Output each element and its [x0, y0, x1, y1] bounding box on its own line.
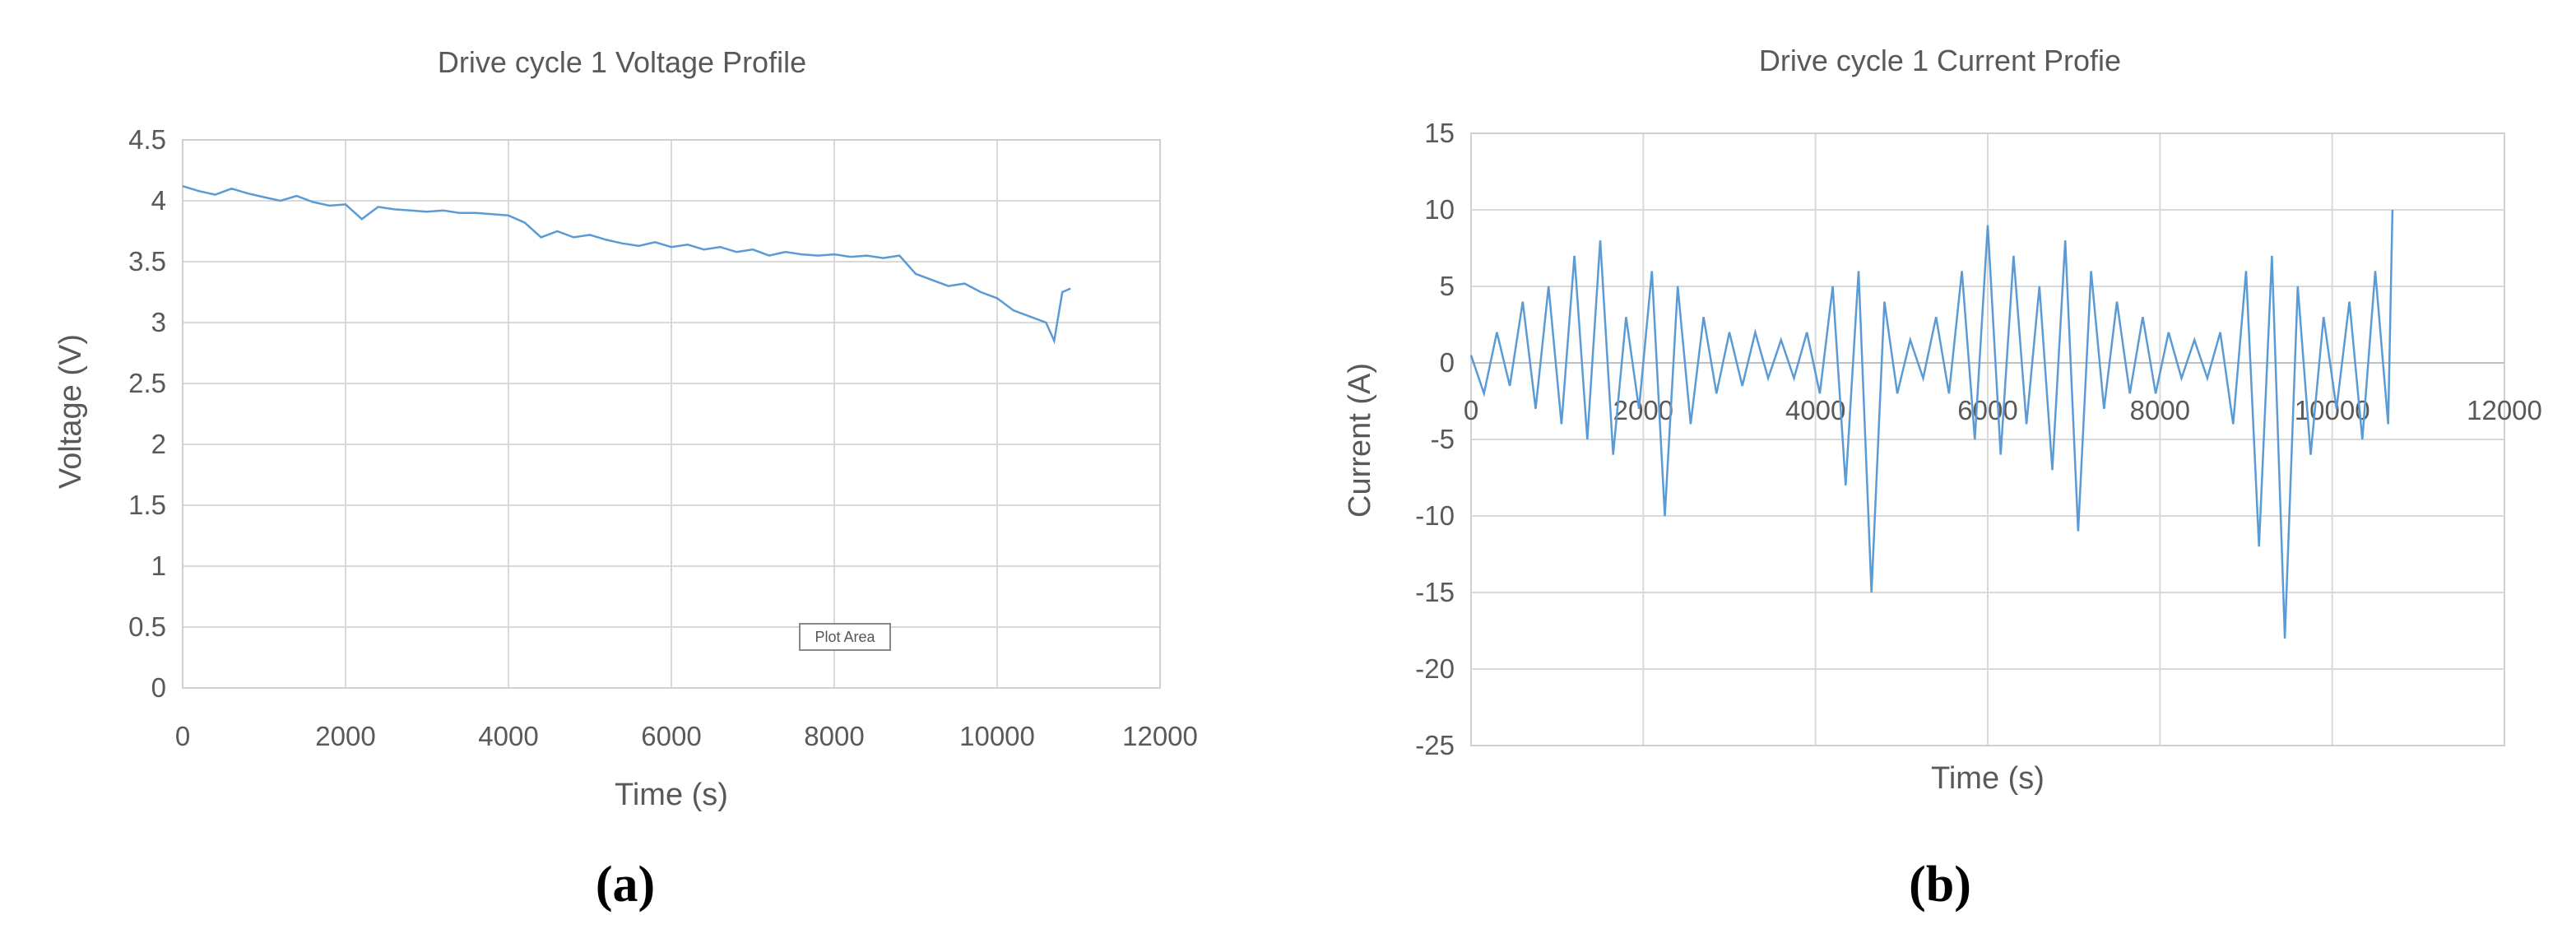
voltage-x-tick-labels: 0 2000 4000 6000 8000 10000 12000: [175, 721, 1198, 751]
current-y-tick-label: 5: [1440, 271, 1455, 301]
voltage-y-tick-label: 0: [151, 672, 166, 703]
voltage-x-tick-label: 10000: [959, 721, 1035, 751]
voltage-chart-gridlines: [182, 139, 1161, 689]
current-y-tick-label: -20: [1415, 653, 1455, 684]
voltage-y-tick-label: 2: [151, 429, 166, 459]
current-y-tick-labels: -25 -20 -15 -10 -5 0 5 10 15: [1415, 118, 1455, 760]
voltage-y-tick-labels: 0 0.5 1 1.5 2 2.5 3 3.5 4 4.5: [128, 124, 166, 703]
voltage-plot-area: [182, 139, 1161, 689]
plot-area-tooltip: Plot Area: [799, 623, 891, 651]
voltage-y-tick-label: 3.5: [128, 246, 166, 276]
panel-label-a: (a): [596, 857, 655, 913]
current-x-tick-label: 2000: [1613, 395, 1673, 425]
voltage-x-tick-label: 2000: [315, 721, 375, 751]
voltage-x-tick-label: 12000: [1122, 721, 1198, 751]
current-x-tick-label: 12000: [2467, 395, 2542, 425]
current-chart: Drive cycle 1 Current Profie -25 -20 -15 -1…: [1343, 44, 2542, 913]
current-y-tick-label: -10: [1415, 500, 1455, 531]
voltage-y-tick-label: 3: [151, 307, 166, 337]
current-y-tick-label: -25: [1415, 730, 1455, 760]
current-y-tick-label: 0: [1440, 347, 1455, 378]
current-chart-title: Drive cycle 1 Current Profie: [1759, 44, 2121, 77]
plot-area-tooltip-text: Plot Area: [815, 629, 875, 645]
voltage-x-tick-label: 8000: [804, 721, 864, 751]
current-plot-area: [1470, 132, 2505, 746]
current-y-axis-title: Current (A): [1343, 363, 1377, 518]
current-x-tick-label: 4000: [1785, 395, 1845, 425]
voltage-x-axis-title: Time (s): [615, 778, 728, 812]
voltage-series-line: [182, 185, 1071, 345]
current-y-tick-label: 15: [1424, 118, 1455, 148]
current-x-tick-label: 8000: [2130, 395, 2190, 425]
voltage-y-tick-label: 2.5: [128, 368, 166, 398]
current-y-tick-label: -15: [1415, 577, 1455, 607]
voltage-x-tick-label: 0: [175, 721, 190, 751]
current-y-tick-label: 10: [1424, 194, 1455, 225]
voltage-y-tick-label: 4.5: [128, 124, 166, 155]
voltage-y-axis-title: Voltage (V): [53, 334, 88, 489]
current-series-line: [1469, 209, 2394, 639]
panel-label-b: (b): [1909, 857, 1971, 913]
voltage-x-tick-label: 4000: [478, 721, 538, 751]
voltage-y-tick-label: 0.5: [128, 611, 166, 642]
current-x-tick-labels: 0 2000 4000 6000 8000 10000 12000: [1464, 395, 2542, 425]
voltage-y-tick-label: 1.5: [128, 490, 166, 520]
current-y-tick-label: -5: [1431, 424, 1455, 454]
voltage-x-tick-label: 6000: [641, 721, 701, 751]
current-x-tick-label: 6000: [1957, 395, 2017, 425]
voltage-y-tick-label: 1: [151, 551, 166, 581]
voltage-chart-title: Drive cycle 1 Voltage Profile: [438, 45, 806, 79]
current-x-axis-title: Time (s): [1931, 761, 2045, 796]
voltage-chart: Drive cycle 1 Voltage Profile 0 0.5 1 1.5 2 2…: [53, 45, 1198, 913]
current-x-tick-label: 0: [1464, 395, 1478, 425]
voltage-y-tick-label: 4: [151, 185, 166, 216]
